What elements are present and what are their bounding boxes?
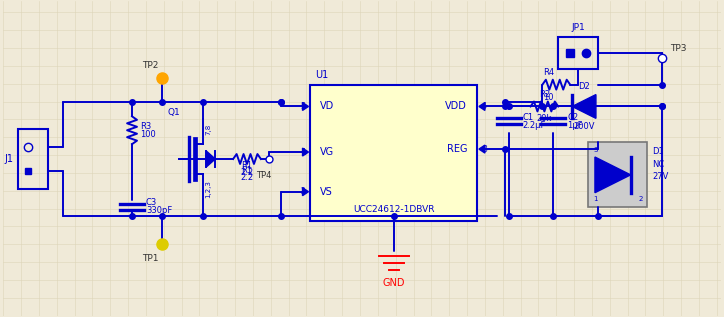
Text: TP3: TP3 bbox=[670, 44, 687, 53]
Text: UCC24612-1DBVR: UCC24612-1DBVR bbox=[353, 204, 434, 214]
Text: 20k: 20k bbox=[536, 114, 552, 123]
Text: JP1: JP1 bbox=[571, 23, 585, 32]
Text: 1: 1 bbox=[593, 196, 597, 202]
Polygon shape bbox=[206, 151, 215, 167]
Text: GND: GND bbox=[382, 278, 405, 288]
Text: TP2: TP2 bbox=[142, 61, 158, 70]
Text: 2.2μF: 2.2μF bbox=[523, 121, 546, 130]
Text: D1: D1 bbox=[652, 147, 664, 156]
Text: TP4: TP4 bbox=[256, 171, 272, 180]
Text: R1: R1 bbox=[241, 166, 253, 175]
Bar bbox=[558, 37, 598, 69]
Bar bbox=[311, 85, 477, 222]
Text: J1: J1 bbox=[4, 154, 13, 164]
Text: 2: 2 bbox=[638, 196, 642, 202]
Text: C3: C3 bbox=[146, 198, 157, 207]
Text: 4: 4 bbox=[482, 102, 487, 111]
Text: TP1: TP1 bbox=[142, 254, 158, 263]
Text: VS: VS bbox=[320, 187, 333, 197]
Text: 3: 3 bbox=[482, 145, 487, 153]
Text: D2: D2 bbox=[578, 81, 590, 91]
Text: R2: R2 bbox=[539, 89, 550, 99]
Text: 330pF: 330pF bbox=[146, 206, 172, 215]
Text: 100: 100 bbox=[140, 130, 156, 139]
Polygon shape bbox=[479, 145, 485, 153]
Text: NC: NC bbox=[652, 160, 665, 169]
Text: 10: 10 bbox=[543, 93, 554, 101]
Text: C2: C2 bbox=[567, 113, 578, 122]
Polygon shape bbox=[303, 148, 308, 156]
Text: 3: 3 bbox=[593, 147, 597, 153]
Text: VG: VG bbox=[320, 147, 334, 157]
Text: 1μF: 1μF bbox=[567, 121, 583, 130]
Text: 27V: 27V bbox=[652, 172, 669, 181]
Bar bbox=[588, 142, 647, 207]
Text: 1: 1 bbox=[300, 147, 306, 157]
Bar bbox=[18, 129, 48, 189]
Text: C1: C1 bbox=[523, 113, 534, 122]
Text: 2.2: 2.2 bbox=[240, 173, 253, 182]
Text: R3: R3 bbox=[140, 122, 151, 131]
Polygon shape bbox=[595, 157, 631, 193]
Text: 2.2: 2.2 bbox=[240, 168, 253, 178]
Text: 1,2,3: 1,2,3 bbox=[206, 180, 211, 198]
Text: VD: VD bbox=[320, 101, 334, 112]
Polygon shape bbox=[479, 102, 485, 110]
Text: Q1: Q1 bbox=[167, 108, 180, 117]
Text: 7,8: 7,8 bbox=[206, 124, 211, 135]
Text: U1: U1 bbox=[316, 70, 329, 80]
Text: VDD: VDD bbox=[445, 101, 467, 112]
Polygon shape bbox=[303, 102, 308, 110]
Text: R1: R1 bbox=[241, 161, 253, 171]
Text: REG: REG bbox=[447, 144, 467, 154]
Text: 5: 5 bbox=[300, 102, 306, 111]
Text: 2: 2 bbox=[300, 187, 306, 196]
Text: 200V: 200V bbox=[573, 122, 595, 131]
Polygon shape bbox=[572, 94, 596, 118]
Polygon shape bbox=[303, 188, 308, 196]
Text: R4: R4 bbox=[543, 68, 554, 77]
